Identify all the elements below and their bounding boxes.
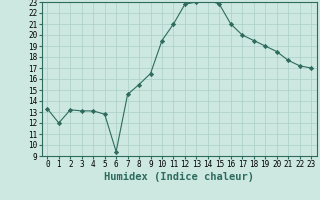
X-axis label: Humidex (Indice chaleur): Humidex (Indice chaleur) xyxy=(104,172,254,182)
